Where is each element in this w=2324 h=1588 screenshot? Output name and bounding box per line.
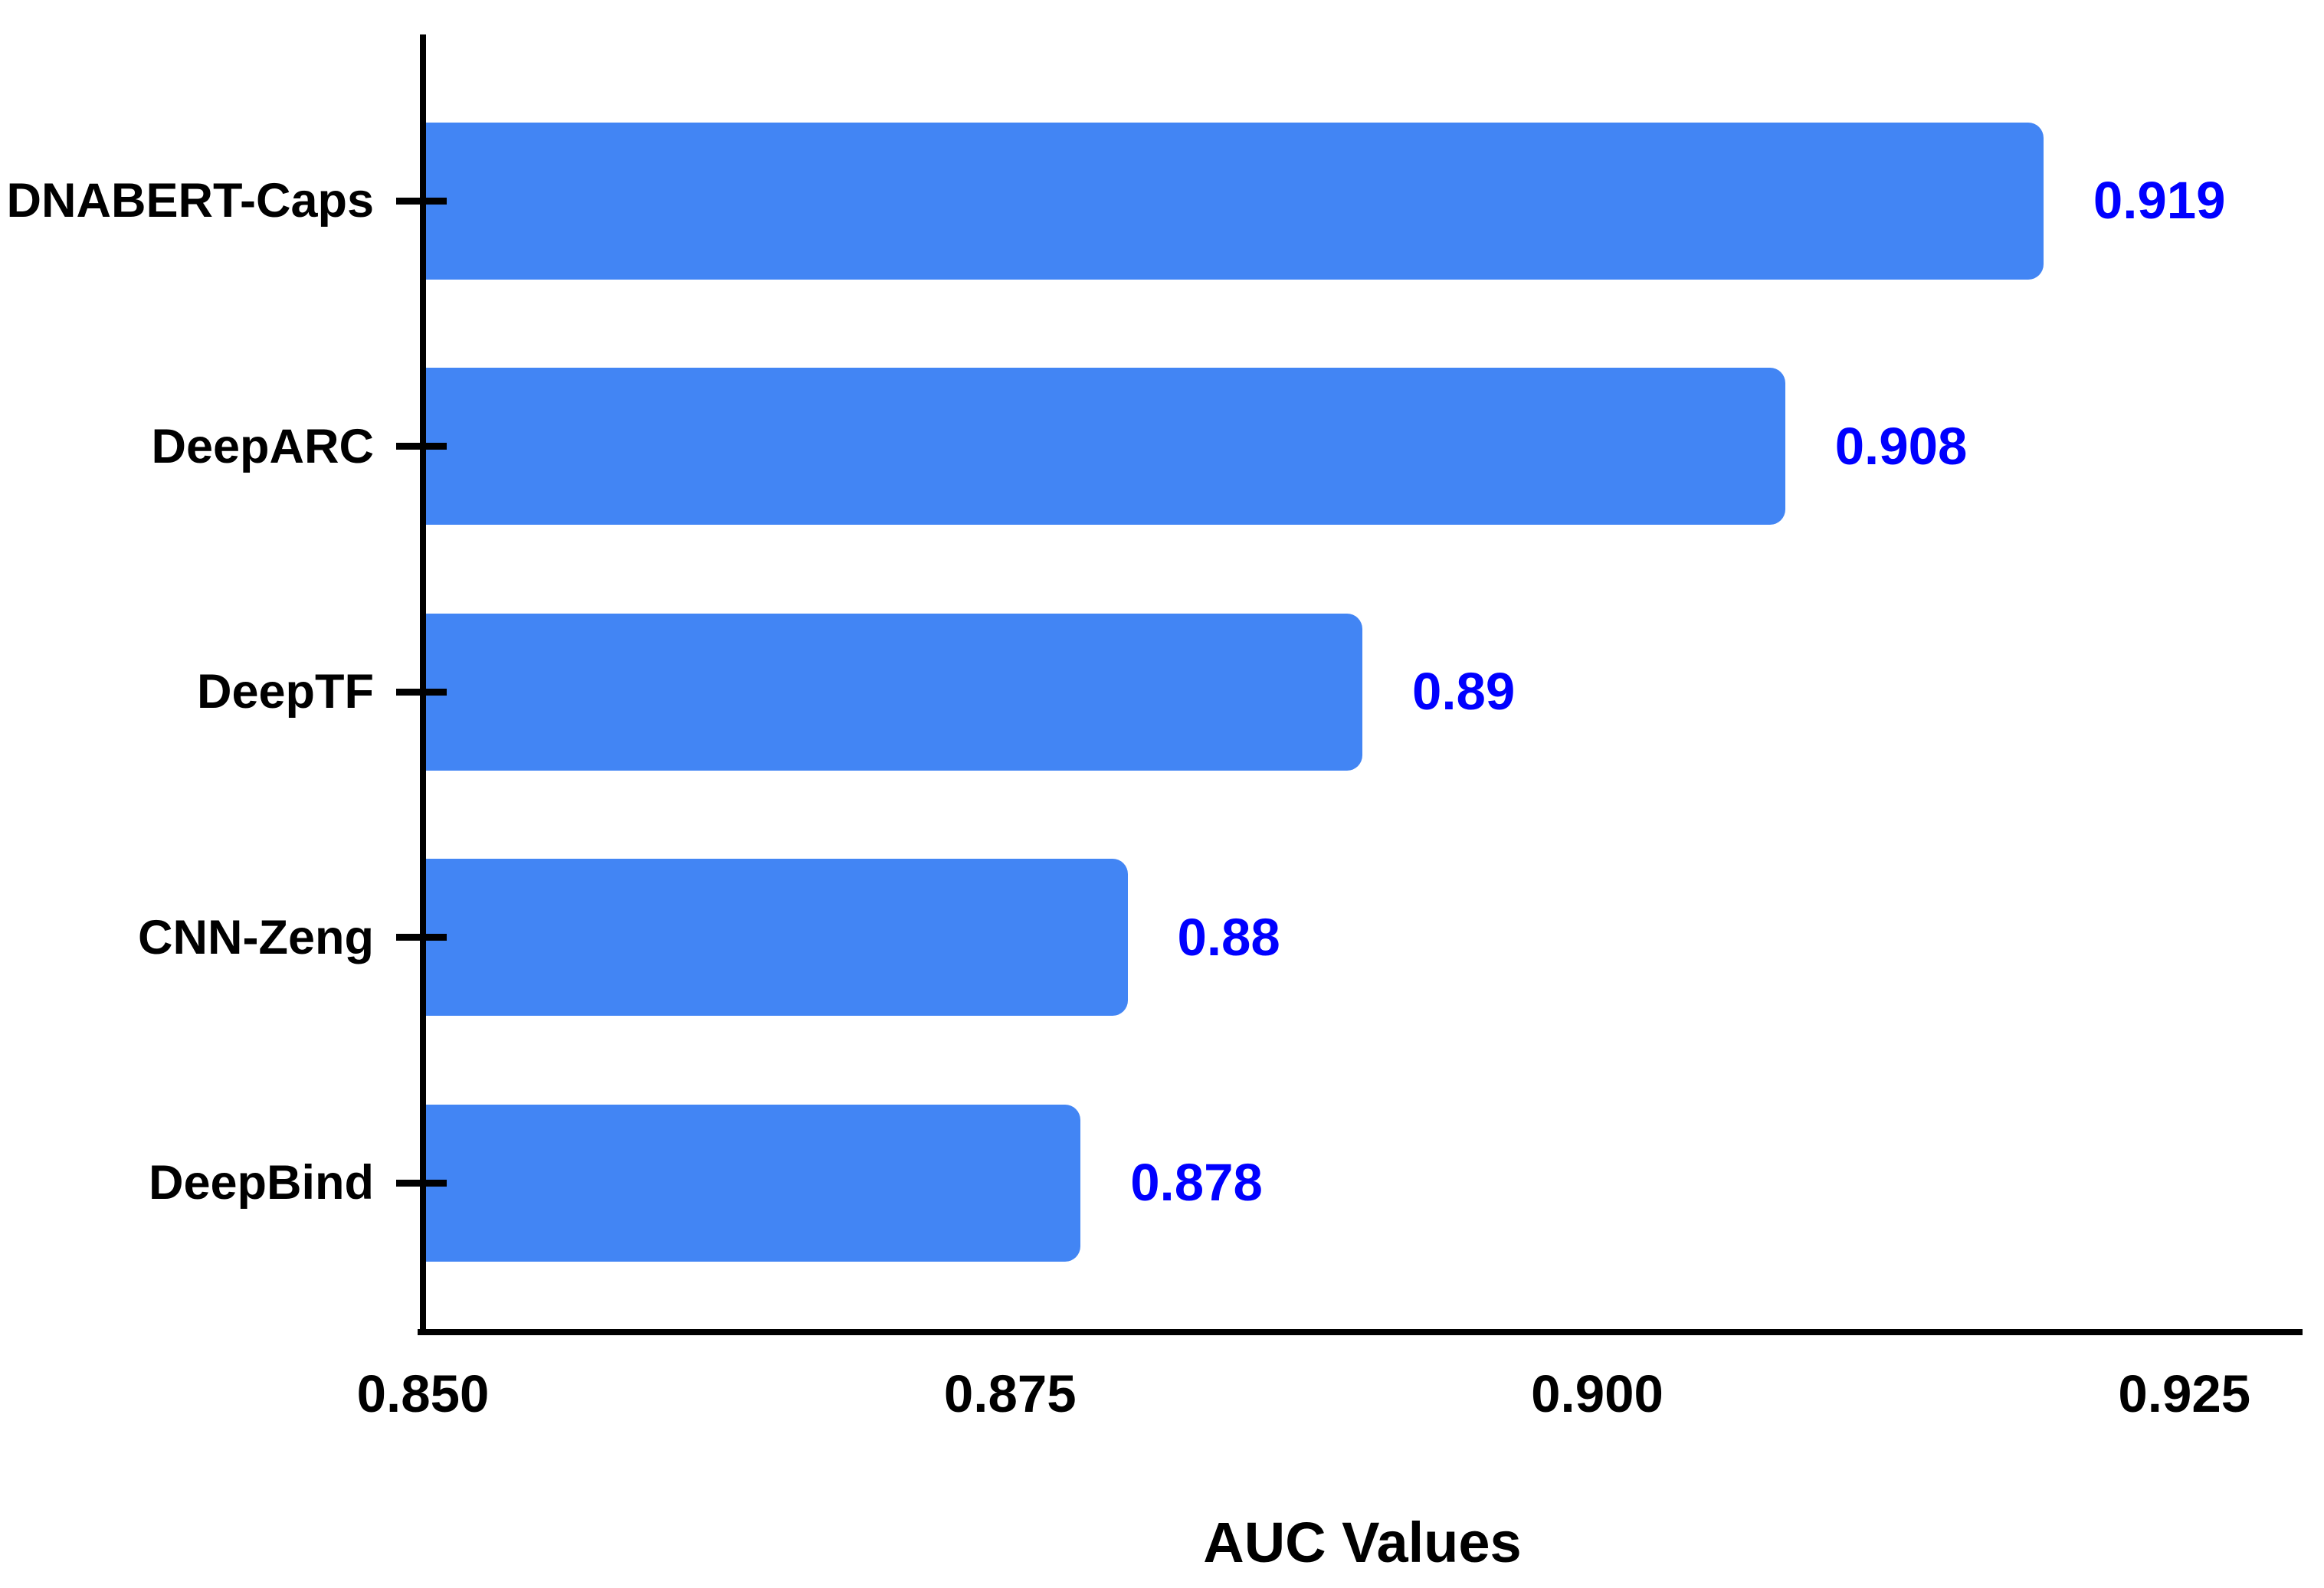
value-label: 0.908 (1834, 416, 1968, 476)
value-label: 0.88 (1177, 907, 1280, 967)
y-tick-mark (396, 443, 447, 450)
y-axis-line (420, 34, 426, 1335)
x-tick-label: 0.900 (1531, 1364, 1664, 1423)
bar-DNABERT-Caps (426, 122, 2044, 280)
category-label: DeepTF (196, 665, 374, 719)
bar-CNN-Zeng (426, 859, 1128, 1016)
x-axis-line (418, 1329, 2303, 1335)
value-label: 0.89 (1412, 662, 1516, 721)
category-label: DNABERT-Caps (6, 174, 374, 228)
bar-DeepARC (426, 368, 1785, 525)
bar-DeepTF (426, 613, 1362, 771)
category-label: CNN-Zeng (138, 910, 374, 964)
category-label: DeepBind (148, 1156, 374, 1210)
value-label: 0.878 (1130, 1153, 1263, 1212)
y-tick-mark (396, 688, 447, 696)
y-tick-mark (396, 934, 447, 941)
y-tick-mark (396, 1179, 447, 1187)
x-tick-label: 0.850 (356, 1364, 490, 1423)
bar-DeepBind (426, 1104, 1081, 1262)
x-tick-label: 0.925 (2118, 1364, 2251, 1423)
x-axis-title: AUC Values (1203, 1511, 1522, 1574)
category-label: DeepARC (151, 419, 374, 473)
y-tick-mark (396, 197, 447, 205)
x-tick-label: 0.875 (943, 1364, 1077, 1423)
value-label: 0.919 (2093, 171, 2226, 230)
